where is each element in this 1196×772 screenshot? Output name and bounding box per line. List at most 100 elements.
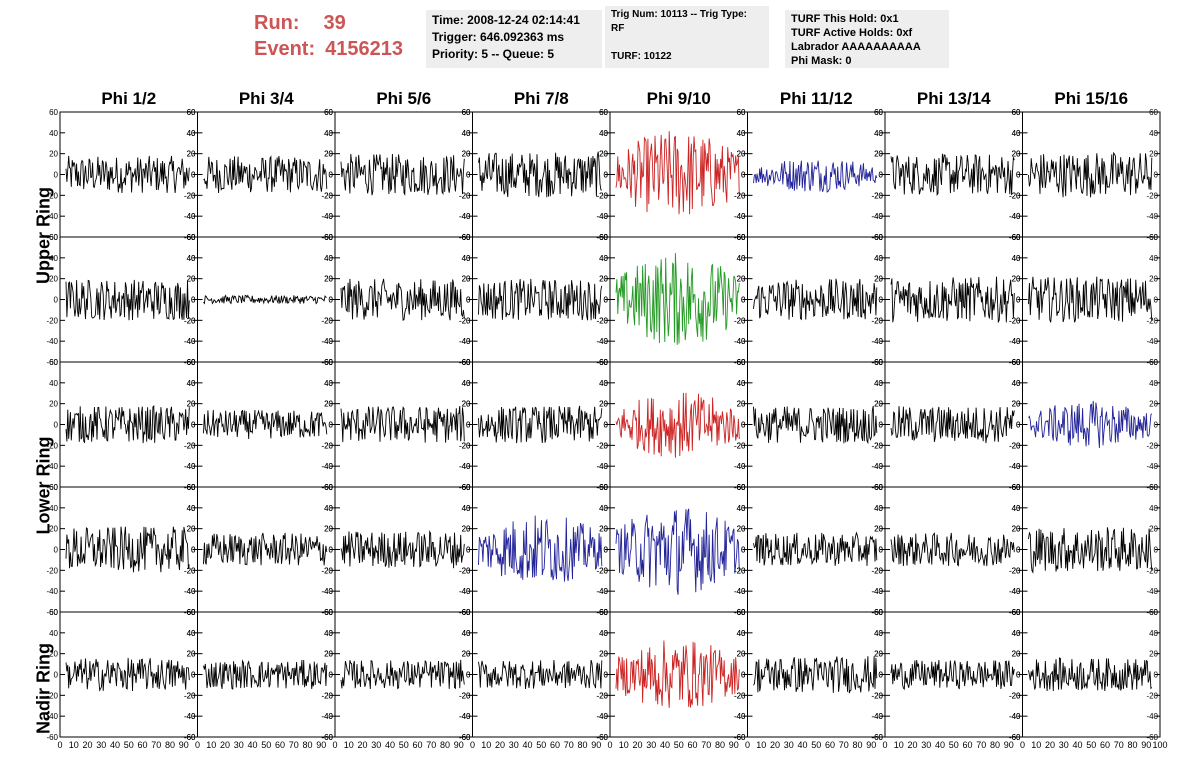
waveform-line <box>615 640 740 708</box>
y-tick-label: 40 <box>737 129 746 138</box>
y-tick-label: -20 <box>459 441 471 450</box>
y-tick-label: -20 <box>459 691 471 700</box>
run-label: Run: <box>254 12 300 34</box>
y-tick-label: 60 <box>462 483 471 492</box>
y-tick-label: -40 <box>1009 587 1021 596</box>
y-tick-label: 0 <box>191 421 196 430</box>
y-tick-label: 60 <box>599 233 608 242</box>
y-tick-label: 0 <box>466 546 471 555</box>
y-tick-label: 60 <box>737 358 746 367</box>
y-tick-label: -20 <box>871 691 883 700</box>
y-tick-label: 60 <box>49 358 58 367</box>
y-tick-label: 40 <box>1149 379 1158 388</box>
waveform-line <box>890 153 1015 197</box>
y-tick-label: 60 <box>874 483 883 492</box>
y-tick-label: 60 <box>874 108 883 117</box>
x-tick-label: 90 <box>729 740 739 750</box>
y-tick-label: 20 <box>1012 400 1021 409</box>
y-tick-label: -40 <box>459 462 471 471</box>
y-tick-label: 0 <box>1016 671 1021 680</box>
x-tick-label: 70 <box>564 740 574 750</box>
y-tick-label: 60 <box>874 608 883 617</box>
y-tick-label: -40 <box>596 212 608 221</box>
x-tick-label: 20 <box>495 740 505 750</box>
y-tick-label: -60 <box>459 733 471 742</box>
y-tick-label: 0 <box>879 171 884 180</box>
y-tick-label: -20 <box>734 691 746 700</box>
waveform-line <box>478 151 602 198</box>
event-label: Event: <box>254 38 316 60</box>
x-tick-label: 40 <box>385 740 395 750</box>
x-tick-label: 90 <box>316 740 326 750</box>
y-tick-label: -20 <box>184 566 196 575</box>
y-tick-label: 0 <box>879 296 884 305</box>
y-tick-label: -60 <box>734 733 746 742</box>
y-tick-label: 20 <box>599 150 608 159</box>
y-tick-label: 20 <box>737 400 746 409</box>
y-tick-label: 60 <box>599 358 608 367</box>
y-tick-label: -40 <box>184 462 196 471</box>
y-tick-label: 20 <box>187 275 196 284</box>
y-tick-label: -40 <box>321 462 333 471</box>
y-tick-label: -40 <box>321 587 333 596</box>
y-tick-label: 20 <box>187 400 196 409</box>
y-tick-label: 20 <box>324 275 333 284</box>
y-tick-label: -40 <box>46 587 58 596</box>
y-tick-label: -20 <box>1009 441 1021 450</box>
y-tick-label: 20 <box>49 650 58 659</box>
y-tick-label: 20 <box>49 275 58 284</box>
y-tick-label: -20 <box>1009 316 1021 325</box>
x-tick-label: 10 <box>481 740 491 750</box>
y-tick-label: 20 <box>874 650 883 659</box>
y-tick-label: 20 <box>599 525 608 534</box>
y-tick-label: -20 <box>321 691 333 700</box>
x-tick-label: 10 <box>69 740 79 750</box>
y-tick-label: -40 <box>734 212 746 221</box>
y-tick-label: 0 <box>466 421 471 430</box>
y-tick-label: -20 <box>1009 691 1021 700</box>
y-tick-label: 40 <box>187 504 196 513</box>
y-tick-label: 60 <box>737 483 746 492</box>
waveform-line <box>753 531 878 566</box>
y-tick-label: 40 <box>187 254 196 263</box>
trig-info-box: Trig Num: 10113 -- Trig Type: RF TURF: 1… <box>605 6 769 68</box>
x-tick-label: 30 <box>921 740 931 750</box>
y-tick-label: -20 <box>459 566 471 575</box>
y-tick-label: -40 <box>321 337 333 346</box>
y-tick-label: 0 <box>741 171 746 180</box>
waveform-line <box>340 153 465 196</box>
y-tick-label: -40 <box>734 337 746 346</box>
y-tick-label: 0 <box>54 671 59 680</box>
x-tick-label: 90 <box>591 740 601 750</box>
panel-frame <box>472 361 611 488</box>
y-tick-label: 20 <box>599 275 608 284</box>
y-tick-label: -20 <box>596 691 608 700</box>
x-tick-label: 90 <box>1141 740 1151 750</box>
y-tick-label: 60 <box>324 608 333 617</box>
y-tick-label: 40 <box>462 504 471 513</box>
y-tick-label: 60 <box>874 483 883 492</box>
waveform-line <box>65 279 190 321</box>
y-tick-label: -20 <box>184 566 196 575</box>
y-tick-label: 20 <box>737 150 746 159</box>
x-tick-label: 70 <box>151 740 161 750</box>
waveform-line <box>753 656 878 694</box>
y-tick-label: 20 <box>737 275 746 284</box>
column-title: Phi 1/2 <box>101 89 156 108</box>
waveform-line <box>65 405 190 444</box>
y-tick-label: -40 <box>1146 212 1158 221</box>
y-tick-label: 40 <box>737 379 746 388</box>
y-tick-label: 0 <box>54 296 59 305</box>
y-tick-label: -40 <box>1009 712 1021 721</box>
y-tick-label: 40 <box>462 254 471 263</box>
waveform-line <box>1028 276 1153 323</box>
y-tick-label: 40 <box>737 504 746 513</box>
